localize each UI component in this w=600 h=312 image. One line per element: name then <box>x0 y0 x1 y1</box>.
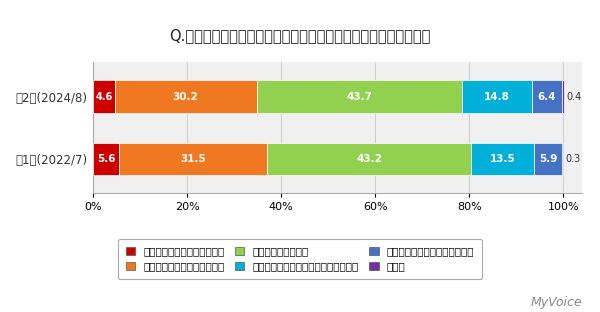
Text: 30.2: 30.2 <box>173 92 199 102</box>
Bar <box>115 80 257 113</box>
Text: 5.9: 5.9 <box>539 154 557 164</box>
Text: 31.5: 31.5 <box>181 154 206 164</box>
Bar <box>257 80 462 113</box>
Bar <box>562 143 563 175</box>
Bar <box>93 143 119 175</box>
Bar <box>470 143 534 175</box>
Text: 0.3: 0.3 <box>566 154 581 164</box>
Text: 13.5: 13.5 <box>490 154 515 164</box>
Text: 6.4: 6.4 <box>538 92 556 102</box>
Text: MyVoice: MyVoice <box>530 296 582 309</box>
Text: 14.8: 14.8 <box>484 92 510 102</box>
Bar <box>462 80 532 113</box>
Text: 5.6: 5.6 <box>97 154 115 164</box>
Bar <box>93 80 115 113</box>
Bar <box>532 80 562 113</box>
Text: 0.4: 0.4 <box>566 92 581 102</box>
Bar <box>562 80 563 113</box>
Bar <box>268 143 470 175</box>
Text: 43.2: 43.2 <box>356 154 382 164</box>
Legend: 十分摂取している方だと思う, まあ摂取している方だと思う, どちらともいえない, あまり摂取している方ではないと思う, 摂取している方ではないと思う, 無回答: 十分摂取している方だと思う, まあ摂取している方だと思う, どちらともいえない,… <box>118 239 482 279</box>
Text: 4.6: 4.6 <box>95 92 112 102</box>
Bar <box>534 143 562 175</box>
Text: Q.自分のたんぱく質の摂取量について、どのように思いますか？: Q.自分のたんぱく質の摂取量について、どのように思いますか？ <box>169 28 431 43</box>
Bar <box>119 143 268 175</box>
Text: 43.7: 43.7 <box>346 92 373 102</box>
